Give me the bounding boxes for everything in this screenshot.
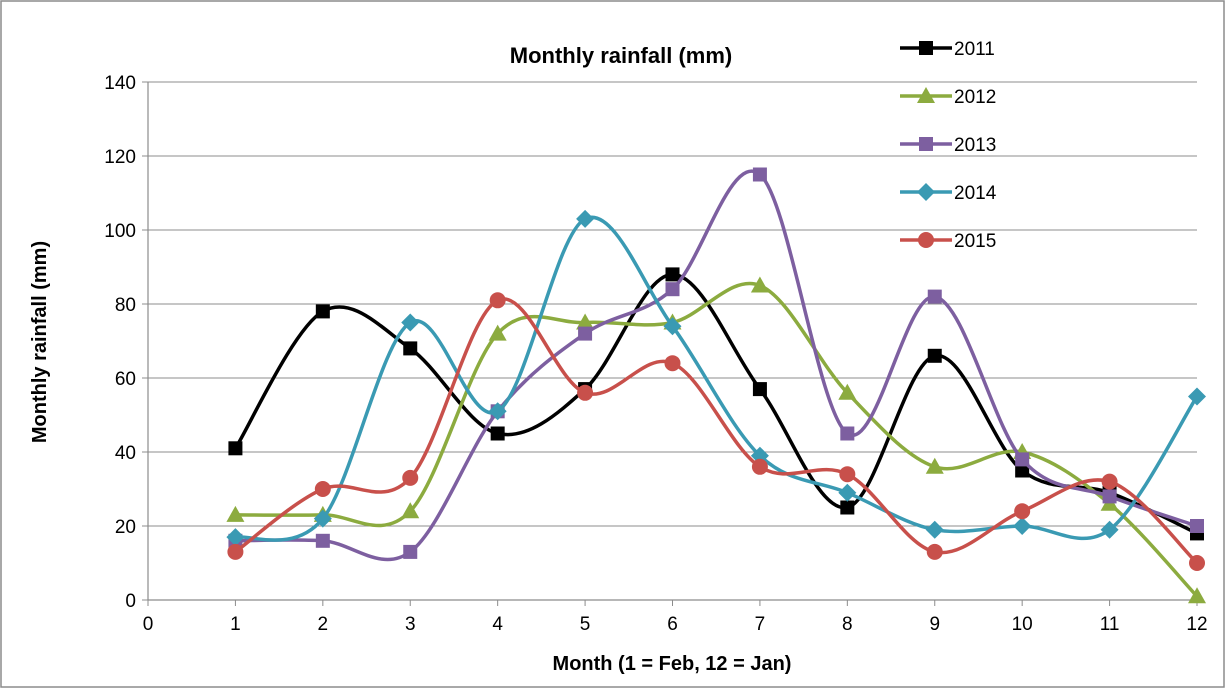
data-point-2013-8 [840, 426, 855, 441]
data-point-2014-5 [576, 209, 595, 228]
data-point-2015-10 [1014, 503, 1031, 520]
y-tick-label: 40 [115, 443, 136, 464]
data-point-2013-6 [665, 282, 680, 297]
data-point-2013-3 [403, 544, 418, 559]
x-tick-label: 11 [1100, 614, 1120, 635]
data-point-2011-4 [490, 426, 505, 441]
data-point-2012-7 [750, 276, 769, 293]
x-tick-label: 1 [230, 614, 241, 635]
y-tick-label: 140 [104, 73, 136, 94]
data-point-2014-12 [1188, 387, 1206, 406]
data-point-2011-2 [315, 304, 330, 319]
legend-marker-2015 [918, 232, 934, 248]
y-tick-label: 100 [104, 221, 136, 242]
data-point-2014-3 [401, 313, 420, 332]
gridlines [148, 81, 1197, 527]
legend-label-2014: 2014 [954, 183, 997, 204]
legend: 2011 2012 2013 2014 2015 [900, 39, 997, 252]
data-point-2012-4 [488, 324, 507, 341]
legend-entry-2014: 2014 [900, 183, 997, 204]
data-point-2011-7 [752, 382, 767, 397]
x-tick-label: 9 [929, 614, 940, 635]
data-point-2011-1 [228, 441, 243, 456]
series-2015 [227, 292, 1205, 571]
data-point-2015-8 [839, 466, 856, 483]
data-point-2015-11 [1101, 473, 1118, 490]
data-point-2014-4 [488, 402, 507, 421]
x-tick-label: 3 [405, 614, 416, 635]
legend-label-2015: 2015 [954, 231, 996, 252]
data-point-2015-1 [227, 543, 244, 560]
y-tick-label: 0 [125, 591, 136, 612]
legend-entry-2015: 2015 [900, 231, 996, 252]
y-tick-label: 60 [115, 369, 136, 390]
data-point-2014-10 [1013, 517, 1032, 535]
data-point-2012-12 [1188, 587, 1206, 604]
legend-marker-2013 [919, 137, 933, 151]
y-axis-label: Monthly rainfall (mm) [29, 241, 51, 443]
data-point-2012-9 [925, 457, 944, 474]
x-tick-label: 12 [1186, 614, 1207, 635]
legend-marker-2012 [917, 87, 935, 103]
y-tick-label: 120 [104, 147, 136, 168]
data-point-2015-6 [664, 355, 681, 372]
data-point-2012-3 [401, 502, 420, 519]
chart-title: Monthly rainfall (mm) [510, 43, 732, 68]
x-tick-label: 6 [667, 614, 678, 635]
x-tick-label: 10 [1012, 614, 1033, 635]
legend-label-2012: 2012 [954, 87, 996, 108]
data-point-2011-6 [665, 267, 680, 282]
legend-entry-2012: 2012 [900, 87, 996, 108]
data-point-2013-7 [752, 167, 767, 182]
data-point-2013-2 [315, 533, 330, 548]
data-point-2013-11 [1102, 489, 1117, 504]
y-tick-label: 80 [115, 295, 136, 316]
data-point-2015-2 [314, 481, 331, 497]
legend-label-2011: 2011 [954, 39, 995, 60]
legend-marker-2014 [917, 183, 935, 201]
data-point-2012-1 [226, 505, 245, 522]
x-tick-label: 5 [580, 614, 591, 635]
data-point-2015-3 [402, 469, 419, 486]
data-point-2014-2 [313, 509, 332, 528]
data-point-2013-5 [578, 326, 593, 341]
x-tick-label: 4 [492, 614, 503, 635]
x-tick-label: 2 [318, 614, 329, 635]
data-point-2014-9 [925, 520, 944, 539]
x-tick-label: 0 [143, 614, 154, 635]
data-point-2015-5 [577, 384, 594, 401]
data-point-2015-9 [926, 543, 943, 560]
data-point-2014-8 [838, 483, 857, 502]
data-point-2013-10 [1015, 452, 1030, 467]
data-point-2014-11 [1100, 520, 1119, 539]
legend-marker-2011 [919, 41, 933, 55]
series-2014 [226, 209, 1206, 547]
series-lines [226, 167, 1206, 604]
data-point-2015-12 [1189, 555, 1205, 571]
data-point-2014-6 [663, 317, 682, 336]
data-point-2012-8 [838, 383, 857, 400]
data-point-2011-10 [1015, 463, 1030, 478]
legend-entry-2013: 2013 [900, 135, 996, 156]
legend-entry-2011: 2011 [900, 39, 995, 60]
series-2012 [226, 276, 1206, 604]
data-point-2011-8 [840, 500, 855, 515]
data-point-2011-9 [927, 348, 942, 363]
data-point-2015-4 [489, 292, 506, 309]
data-point-2015-7 [751, 458, 768, 475]
x-tick-label: 8 [842, 614, 853, 635]
x-axis-label: Month (1 = Feb, 12 = Jan) [553, 653, 792, 675]
data-point-2012-5 [576, 313, 595, 330]
x-tick-label: 7 [755, 614, 766, 635]
data-point-2014-1 [226, 528, 245, 547]
data-point-2013-9 [927, 289, 942, 304]
legend-label-2013: 2013 [954, 135, 996, 156]
data-point-2011-3 [403, 341, 418, 356]
data-point-2013-12 [1190, 519, 1204, 533]
y-tick-label: 20 [115, 517, 136, 538]
